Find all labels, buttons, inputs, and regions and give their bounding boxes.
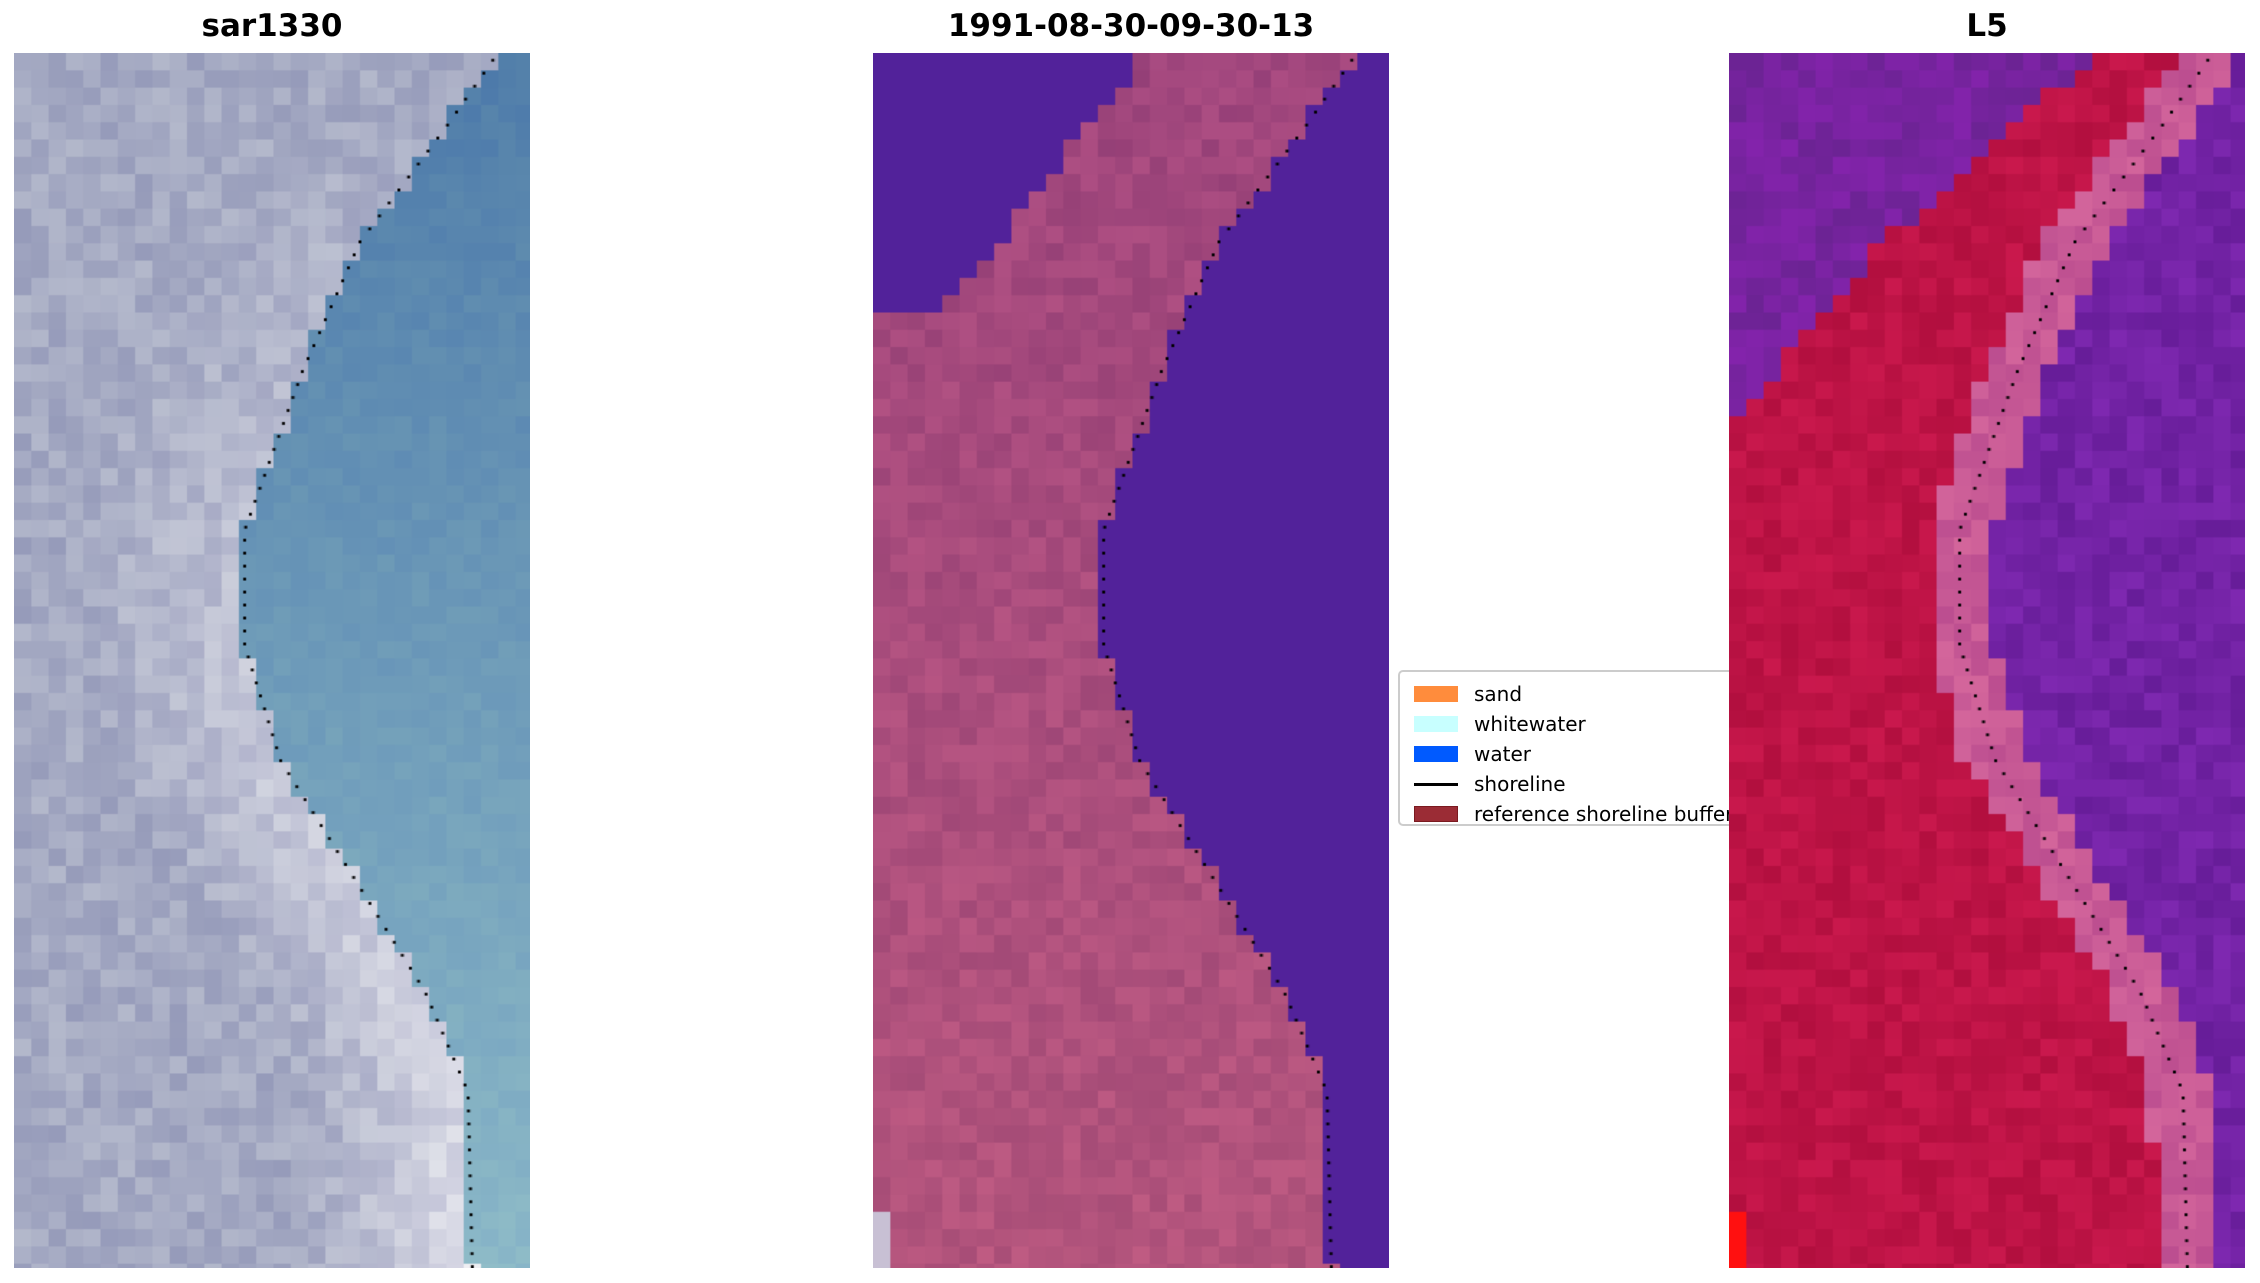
legend-item-water: water bbox=[1414, 742, 1531, 766]
shoreline-line-swatch bbox=[1414, 782, 1458, 786]
panel-title-rgb: sar1330 bbox=[201, 8, 343, 44]
legend: sand whitewater water shoreline referenc… bbox=[1398, 670, 1758, 826]
index-image-panel bbox=[1729, 53, 2245, 1268]
legend-label: water bbox=[1474, 742, 1531, 766]
legend-label: reference shoreline buffer bbox=[1474, 802, 1734, 826]
panel-title-classification: 1991-08-30-09-30-13 bbox=[947, 8, 1315, 44]
legend-item-sand: sand bbox=[1414, 682, 1522, 706]
sand-swatch bbox=[1414, 686, 1458, 702]
buffer-swatch bbox=[1414, 806, 1458, 822]
legend-label: shoreline bbox=[1474, 772, 1566, 796]
legend-item-shoreline: shoreline bbox=[1414, 772, 1566, 796]
legend-item-reference-buffer: reference shoreline buffer bbox=[1414, 802, 1733, 826]
legend-item-whitewater: whitewater bbox=[1414, 712, 1586, 736]
classification-image-panel bbox=[873, 53, 1389, 1268]
legend-label: sand bbox=[1474, 682, 1523, 706]
panel-title-index: L5 bbox=[1966, 8, 2008, 44]
legend-label: whitewater bbox=[1474, 712, 1586, 736]
water-swatch bbox=[1414, 746, 1458, 762]
rgb-image-panel bbox=[14, 53, 530, 1268]
whitewater-swatch bbox=[1414, 716, 1458, 732]
